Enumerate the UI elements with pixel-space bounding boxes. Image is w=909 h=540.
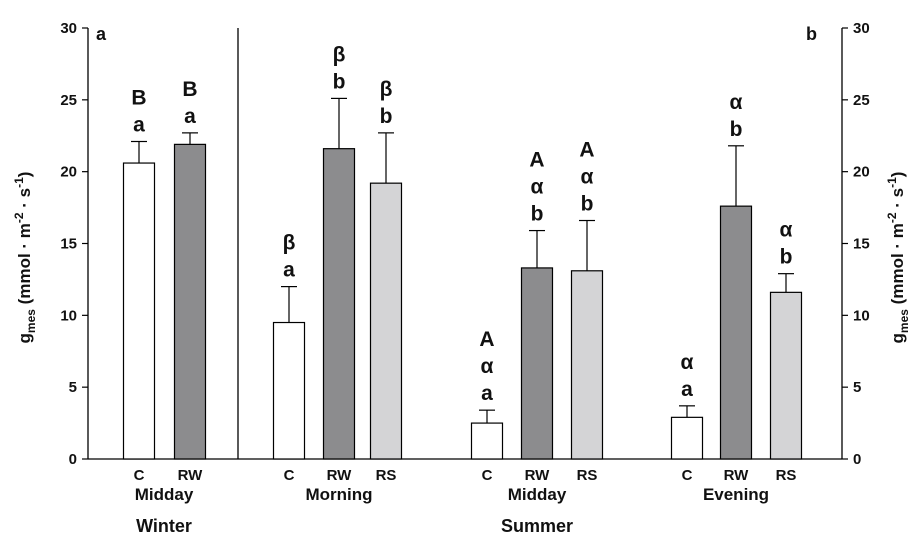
significance-label: α [780,219,793,242]
y-tick-label-right: 25 [853,92,870,109]
significance-label: B [131,86,146,109]
y-axis-title-right: gmes (mmol · m-2 · s-1) [885,172,909,344]
y-tick-label-right: 10 [853,307,870,324]
season-label-winter: Winter [136,516,192,536]
y-tick-label-right: 0 [853,451,861,468]
period-label-evening: Evening [703,485,769,504]
category-label-c: C [482,467,493,484]
panel-label-a: a [96,24,107,44]
category-label-rw: RW [724,467,750,484]
bar-summer-morning-rw [322,148,356,460]
category-label-c: C [284,467,295,484]
significance-label: a [481,382,493,405]
y-tick-label-left: 25 [60,92,77,109]
significance-label: A [479,328,494,351]
significance-label: a [133,113,145,136]
period-label-morning: Morning [305,485,372,504]
bar-summer-evening-c [670,416,704,460]
category-label-rw: RW [178,467,204,484]
significance-label: α [681,351,694,374]
category-label-rs: RS [376,467,397,484]
y-tick-label-left: 30 [60,20,77,37]
significance-label: b [780,246,793,269]
significance-label: α [481,355,494,378]
y-tick-label-right: 20 [853,164,870,181]
y-tick-label-left: 0 [69,451,77,468]
significance-label: α [730,91,743,114]
y-tick-label-left: 10 [60,307,77,324]
y-tick-label-left: 5 [69,379,77,396]
y-tick-label-left: 15 [60,236,77,253]
significance-label: b [380,105,393,128]
y-axis-title-left: gmes (mmol · m-2 · s-1) [12,172,38,344]
significance-label: α [531,176,544,199]
category-label-rw: RW [525,467,551,484]
significance-label: b [531,203,544,226]
y-tick-label-left: 20 [60,164,77,181]
y-tick-label-right: 5 [853,379,861,396]
significance-label: B [182,78,197,101]
category-label-rw: RW [327,467,353,484]
significance-label: b [581,193,594,216]
significance-label: a [681,378,693,401]
significance-label: A [579,139,594,162]
bar-winter-midday-c [122,162,156,460]
season-label-summer: Summer [501,516,573,536]
bar-summer-evening-rw [719,205,753,460]
period-label-midday: Midday [508,485,567,504]
y-tick-label-right: 30 [853,20,870,37]
category-label-rs: RS [776,467,797,484]
bar-summer-morning-rs [369,182,403,460]
significance-label: A [529,149,544,172]
y-tick-label-right: 15 [853,236,870,253]
period-label-midday: Midday [135,485,194,504]
significance-label: β [333,43,346,66]
panel-label-b: b [806,24,817,44]
significance-label: b [333,70,346,93]
bar-summer-midday-rw [520,267,554,460]
category-label-c: C [682,467,693,484]
bar-summer-evening-rs [769,291,803,460]
significance-label: a [184,105,196,128]
category-label-c: C [134,467,145,484]
significance-label: α [581,166,594,189]
significance-label: b [730,118,743,141]
significance-label: a [283,259,295,282]
bar-winter-midday-rw [173,143,207,460]
significance-label: β [380,78,393,101]
significance-label: β [283,232,296,255]
bar-summer-midday-rs [570,270,604,460]
category-label-rs: RS [577,467,598,484]
bar-summer-morning-c [272,321,306,460]
bar-summer-midday-c [470,422,504,460]
